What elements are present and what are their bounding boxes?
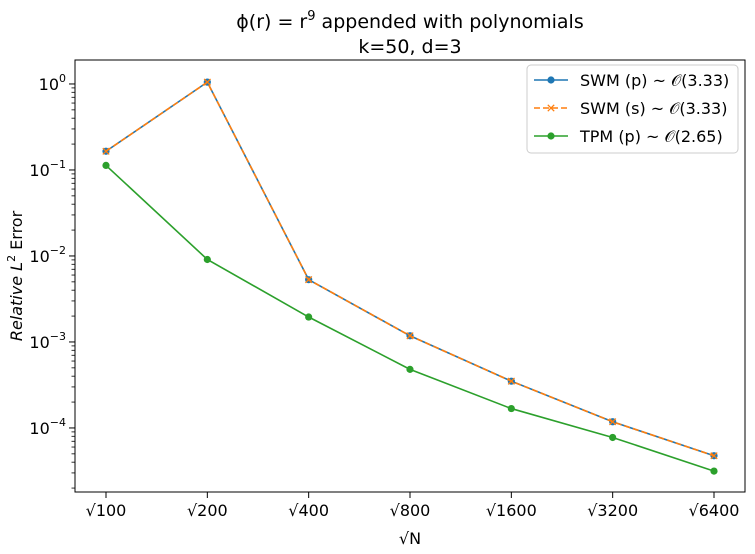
plot-frame (74, 59, 746, 493)
data-point (710, 467, 718, 475)
y-axis-label: Relative L2 Error (5, 210, 26, 341)
legend-item: TPM (p) ~ 𝒪(2.65) (534, 127, 723, 146)
chart-title-line1: ϕ(r) = r9 appended with polynomials (236, 9, 583, 33)
data-point (507, 404, 515, 413)
legend-label: TPM (p) ~ 𝒪(2.65) (579, 127, 723, 146)
y-tick-label: 10−3 (29, 330, 66, 352)
data-point (609, 418, 617, 426)
x-tick-label: √6400 (689, 501, 740, 520)
x-tick-label: √400 (288, 501, 329, 520)
x-axis-label: √N (399, 529, 421, 548)
x-tick-label: √800 (390, 501, 431, 520)
data-point (203, 78, 211, 86)
y-tick-label: 100 (39, 72, 66, 94)
data-point (609, 433, 617, 442)
x-tick-label: √200 (187, 501, 228, 520)
y-tick-label: 10−1 (29, 158, 66, 180)
legend-box (526, 64, 739, 154)
data-point (102, 161, 110, 170)
data-point (203, 255, 211, 264)
y-tick-label: 10−4 (29, 416, 66, 438)
data-point (305, 276, 313, 284)
chart-title-line2: k=50, d=3 (358, 36, 461, 58)
legend-item: SWM (s) ~ 𝒪(3.33) (534, 99, 727, 118)
legend-label: SWM (p) ~ 𝒪(3.33) (580, 71, 729, 90)
x-ticks: √100 √200 √400 √800 √1600 √3200 √6400 (86, 492, 740, 520)
y-tick-label: 10−2 (29, 244, 66, 266)
legend-item: SWM (p) ~ 𝒪(3.33) (534, 71, 729, 90)
x-tick-label: √1600 (486, 501, 537, 520)
legend-swatch-marker (547, 132, 555, 140)
x-tick-label: √100 (86, 501, 127, 520)
legend: SWM (p) ~ 𝒪(3.33) SWM (s) ~ 𝒪(3.33) TPM (p… (526, 64, 739, 154)
legend-swatch-marker (547, 76, 555, 84)
data-point (406, 365, 414, 373)
y-ticks: 100 10−1 10−2 10−3 10−4 (29, 72, 75, 489)
legend-label: SWM (s) ~ 𝒪(3.33) (580, 99, 727, 118)
data-point (710, 452, 718, 460)
x-tick-label: √3200 (587, 501, 638, 520)
data-point (102, 147, 110, 155)
data-point (507, 377, 515, 385)
data-point (406, 332, 414, 340)
data-point (305, 313, 313, 321)
series-layer (102, 78, 718, 475)
